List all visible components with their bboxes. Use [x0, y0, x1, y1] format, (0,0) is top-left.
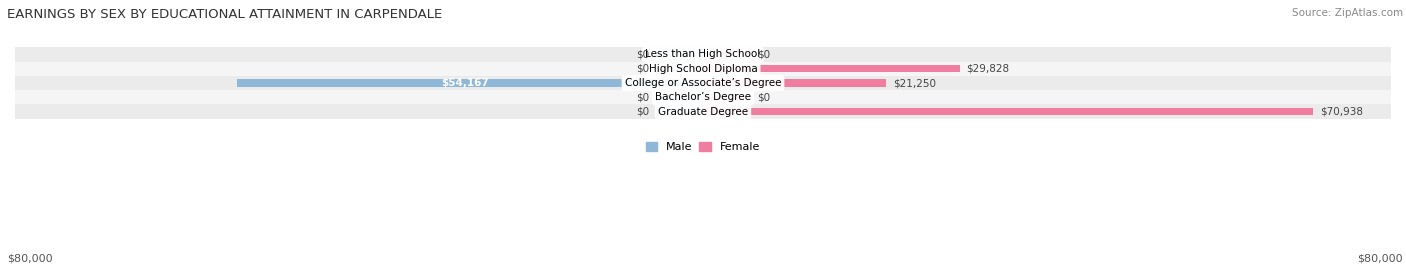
Text: $0: $0 [758, 92, 770, 102]
Text: Less than High School: Less than High School [645, 49, 761, 59]
Text: Source: ZipAtlas.com: Source: ZipAtlas.com [1292, 8, 1403, 18]
Bar [15, 47, 1391, 62]
Text: $29,828: $29,828 [966, 64, 1010, 74]
Bar [15, 62, 1391, 76]
Bar [655, 108, 703, 115]
Legend: Male, Female: Male, Female [647, 142, 759, 153]
Bar [15, 90, 1391, 104]
Bar [15, 104, 1391, 119]
Bar [15, 76, 1391, 90]
Text: $0: $0 [636, 64, 648, 74]
Bar [655, 51, 703, 58]
Bar [655, 65, 703, 72]
Bar [238, 79, 703, 87]
Text: $0: $0 [636, 92, 648, 102]
Bar [703, 108, 1313, 115]
Text: Bachelor’s Degree: Bachelor’s Degree [655, 92, 751, 102]
Bar [703, 65, 959, 72]
Text: $80,000: $80,000 [7, 254, 52, 264]
Bar [703, 94, 751, 101]
Bar [703, 79, 886, 87]
Text: $0: $0 [758, 49, 770, 59]
Text: College or Associate’s Degree: College or Associate’s Degree [624, 78, 782, 88]
Text: EARNINGS BY SEX BY EDUCATIONAL ATTAINMENT IN CARPENDALE: EARNINGS BY SEX BY EDUCATIONAL ATTAINMEN… [7, 8, 443, 21]
Text: High School Diploma: High School Diploma [648, 64, 758, 74]
Text: $80,000: $80,000 [1358, 254, 1403, 264]
Text: $70,938: $70,938 [1320, 107, 1362, 116]
Text: $0: $0 [636, 107, 648, 116]
Text: $21,250: $21,250 [893, 78, 935, 88]
Bar [655, 94, 703, 101]
Bar [703, 51, 751, 58]
Text: $54,167: $54,167 [441, 78, 489, 88]
Text: $0: $0 [636, 49, 648, 59]
Text: Graduate Degree: Graduate Degree [658, 107, 748, 116]
